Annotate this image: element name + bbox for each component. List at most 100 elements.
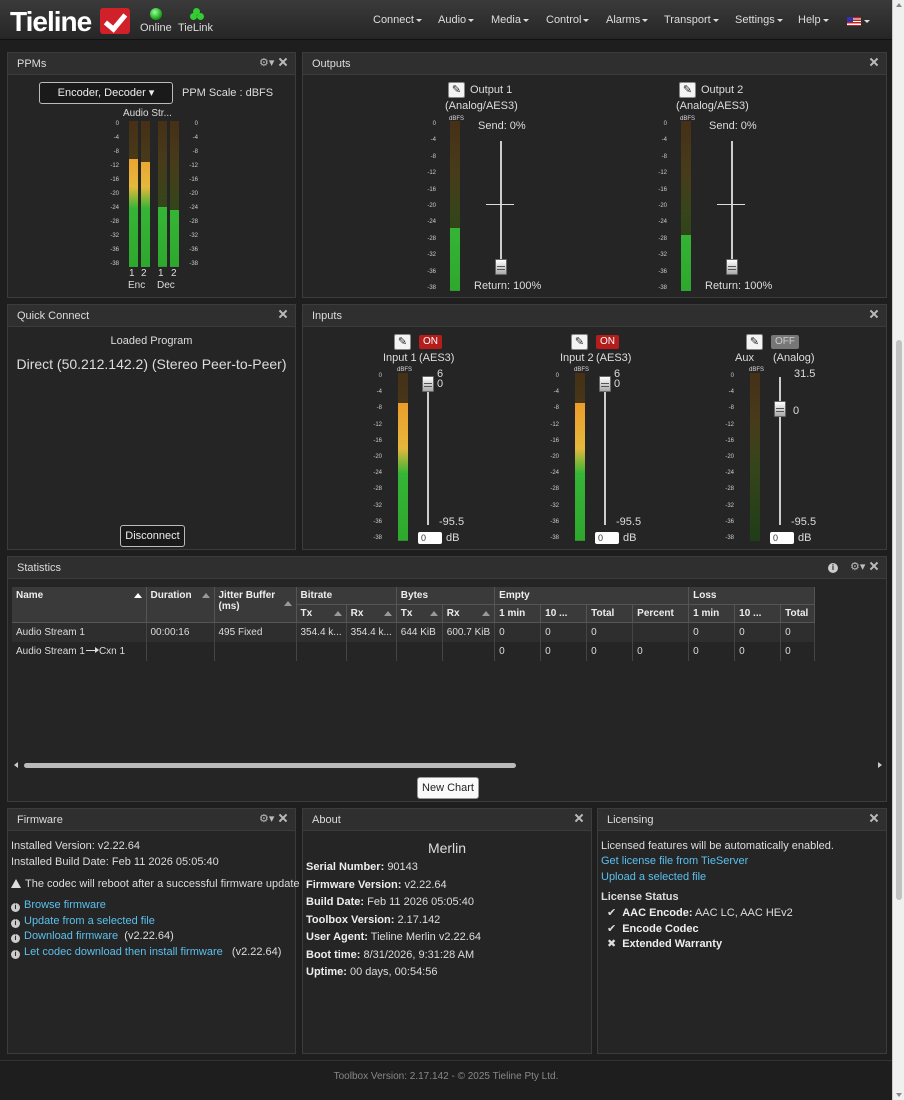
col-sub-header[interactable]: 10 ... [540, 604, 588, 623]
get-license-link[interactable]: Get license file from TieServer [601, 855, 749, 867]
firmware-link-codec-download[interactable]: i Let codec download then install firmwar… [11, 946, 281, 959]
close-icon[interactable] [278, 57, 288, 67]
table-row[interactable]: Audio Stream 1 00:00:16 495 Fixed 354.4 k..… [12, 622, 816, 642]
tieline-logo[interactable]: Tieline [10, 6, 92, 37]
sort-icon[interactable] [383, 611, 392, 616]
col-sub-header[interactable]: 1 min [688, 604, 736, 623]
input-state-badge[interactable]: ON [419, 335, 442, 349]
input-name: Input 2 [560, 352, 594, 364]
input-min-gain: -95.5 [616, 516, 642, 528]
stat-cell: 354.4 k... [296, 622, 347, 642]
close-icon[interactable] [869, 561, 879, 571]
menu-audio[interactable]: Audio [438, 14, 474, 26]
close-icon[interactable] [278, 309, 288, 319]
input-state-badge[interactable]: ON [596, 335, 619, 349]
input-slider-track[interactable] [427, 377, 429, 525]
col-sub-header[interactable]: 10 ... [734, 604, 782, 623]
col-sub-header[interactable]: Rx [346, 604, 397, 623]
menu-transport[interactable]: Transport [664, 14, 719, 26]
scroll-thumb[interactable] [24, 763, 516, 768]
license-status-heading: License Status [601, 891, 679, 903]
output-settings-wrench-icon[interactable]: ✎ [679, 82, 696, 98]
input-slider-track[interactable] [604, 377, 606, 525]
input-gain-slider-thumb[interactable] [422, 376, 434, 392]
input-settings-wrench-icon[interactable]: ✎ [394, 334, 411, 350]
gear-icon[interactable]: ⚙▾ [259, 813, 275, 825]
ppms-panel-header: PPMs ⚙▾ [8, 53, 295, 75]
menu-settings[interactable]: Settings [735, 14, 783, 26]
stat-cell: 0 [688, 641, 736, 661]
output-return-slider-thumb[interactable] [495, 259, 507, 275]
sort-icon[interactable] [429, 611, 438, 616]
input-gain-slider-thumb[interactable] [599, 376, 611, 392]
close-icon[interactable] [574, 813, 584, 823]
input-scale: 0 -4 -8 -12 -16 -20 -24 -28 -32 -36 -38 [550, 373, 559, 541]
output-settings-wrench-icon[interactable]: ✎ [448, 82, 465, 98]
input-db-field[interactable]: 0 [770, 532, 794, 544]
ppm-source-dropdown[interactable]: Encoder, Decoder ▾ [39, 82, 173, 104]
input-min-gain: -95.5 [439, 516, 465, 528]
menu-help[interactable]: Help [798, 14, 829, 26]
input-db-field[interactable]: 0 [595, 532, 619, 544]
col-sub-header[interactable]: 1 min [494, 604, 542, 623]
language-caret-icon[interactable] [864, 20, 870, 23]
menu-alarms[interactable]: Alarms [606, 14, 648, 26]
input-db-field[interactable]: 0 [418, 532, 442, 544]
input-slider-track[interactable] [779, 377, 781, 525]
firmware-link-update-file[interactable]: i Update from a selected file [11, 915, 155, 928]
menu-connect[interactable]: Connect [373, 14, 422, 26]
sort-icon[interactable] [283, 601, 292, 606]
output-slider-track[interactable] [500, 141, 502, 273]
quick-connect-panel: Quick Connect Loaded Program Direct (50.… [7, 304, 296, 550]
arrow-right-icon [85, 647, 99, 654]
menu-media[interactable]: Media [491, 14, 529, 26]
close-icon[interactable] [869, 57, 879, 67]
col-duration[interactable]: Duration [146, 587, 215, 623]
info-icon[interactable]: i [828, 563, 838, 573]
scroll-up-icon[interactable] [896, 3, 902, 7]
col-sub-header[interactable]: Tx [396, 604, 443, 623]
col-sub-header[interactable]: Total [780, 604, 816, 623]
sort-icon[interactable] [333, 611, 342, 616]
sort-icon[interactable] [482, 611, 491, 616]
sort-asc-icon[interactable] [133, 593, 142, 598]
input-state-badge[interactable]: OFF [771, 335, 799, 349]
close-icon[interactable] [869, 813, 879, 823]
sort-icon[interactable] [201, 593, 210, 598]
output-send-label: Send: 0% [709, 120, 757, 132]
gear-icon[interactable]: ⚙▾ [259, 57, 275, 69]
gear-icon[interactable]: ⚙▾ [850, 561, 866, 573]
output-return-slider-thumb[interactable] [726, 259, 738, 275]
about-field: User Agent: Tieline Merlin v2.22.64 [306, 931, 482, 943]
stream-name-cell: Audio Stream 1 [12, 622, 147, 642]
input-settings-wrench-icon[interactable]: ✎ [746, 334, 763, 350]
firmware-link-browse[interactable]: i Browse firmware [11, 899, 106, 912]
col-jitter[interactable]: Jitter Buffer (ms) [214, 587, 297, 623]
firmware-link-download[interactable]: i Download firmware (v2.22.64) [11, 930, 174, 943]
scroll-down-icon[interactable] [896, 1093, 902, 1097]
col-name[interactable]: Name [12, 587, 147, 623]
input-gain-slider-thumb[interactable] [774, 401, 786, 417]
input-settings-wrench-icon[interactable]: ✎ [571, 334, 588, 350]
page-scroll-thumb[interactable] [896, 340, 902, 900]
statistics-horizontal-scrollbar[interactable] [12, 761, 884, 770]
col-sub-header[interactable]: Rx [442, 604, 496, 623]
ppm-enc-ch1: 1 [129, 268, 135, 279]
new-chart-button[interactable]: New Chart [417, 777, 479, 799]
col-sub-header[interactable]: Tx [296, 604, 347, 623]
col-sub-header[interactable]: Total [586, 604, 634, 623]
col-sub-header[interactable]: Percent [632, 604, 690, 623]
us-flag-icon[interactable] [847, 17, 861, 26]
scroll-left-icon[interactable] [14, 762, 18, 768]
top-navbar: Tieline Online TieLink Connect Audio Med… [0, 0, 892, 40]
menu-control[interactable]: Control [546, 14, 589, 26]
close-icon[interactable] [278, 813, 288, 823]
disconnect-button[interactable]: Disconnect [120, 525, 185, 547]
upload-license-link[interactable]: Upload a selected file [601, 871, 707, 883]
close-icon[interactable] [869, 309, 879, 319]
output-slider-track[interactable] [731, 141, 733, 273]
statistics-panel: Statistics i ⚙▾ Name Duration Jitter Buf… [7, 556, 887, 802]
page-scrollbar[interactable] [892, 0, 904, 1100]
scroll-right-icon[interactable] [878, 762, 882, 768]
